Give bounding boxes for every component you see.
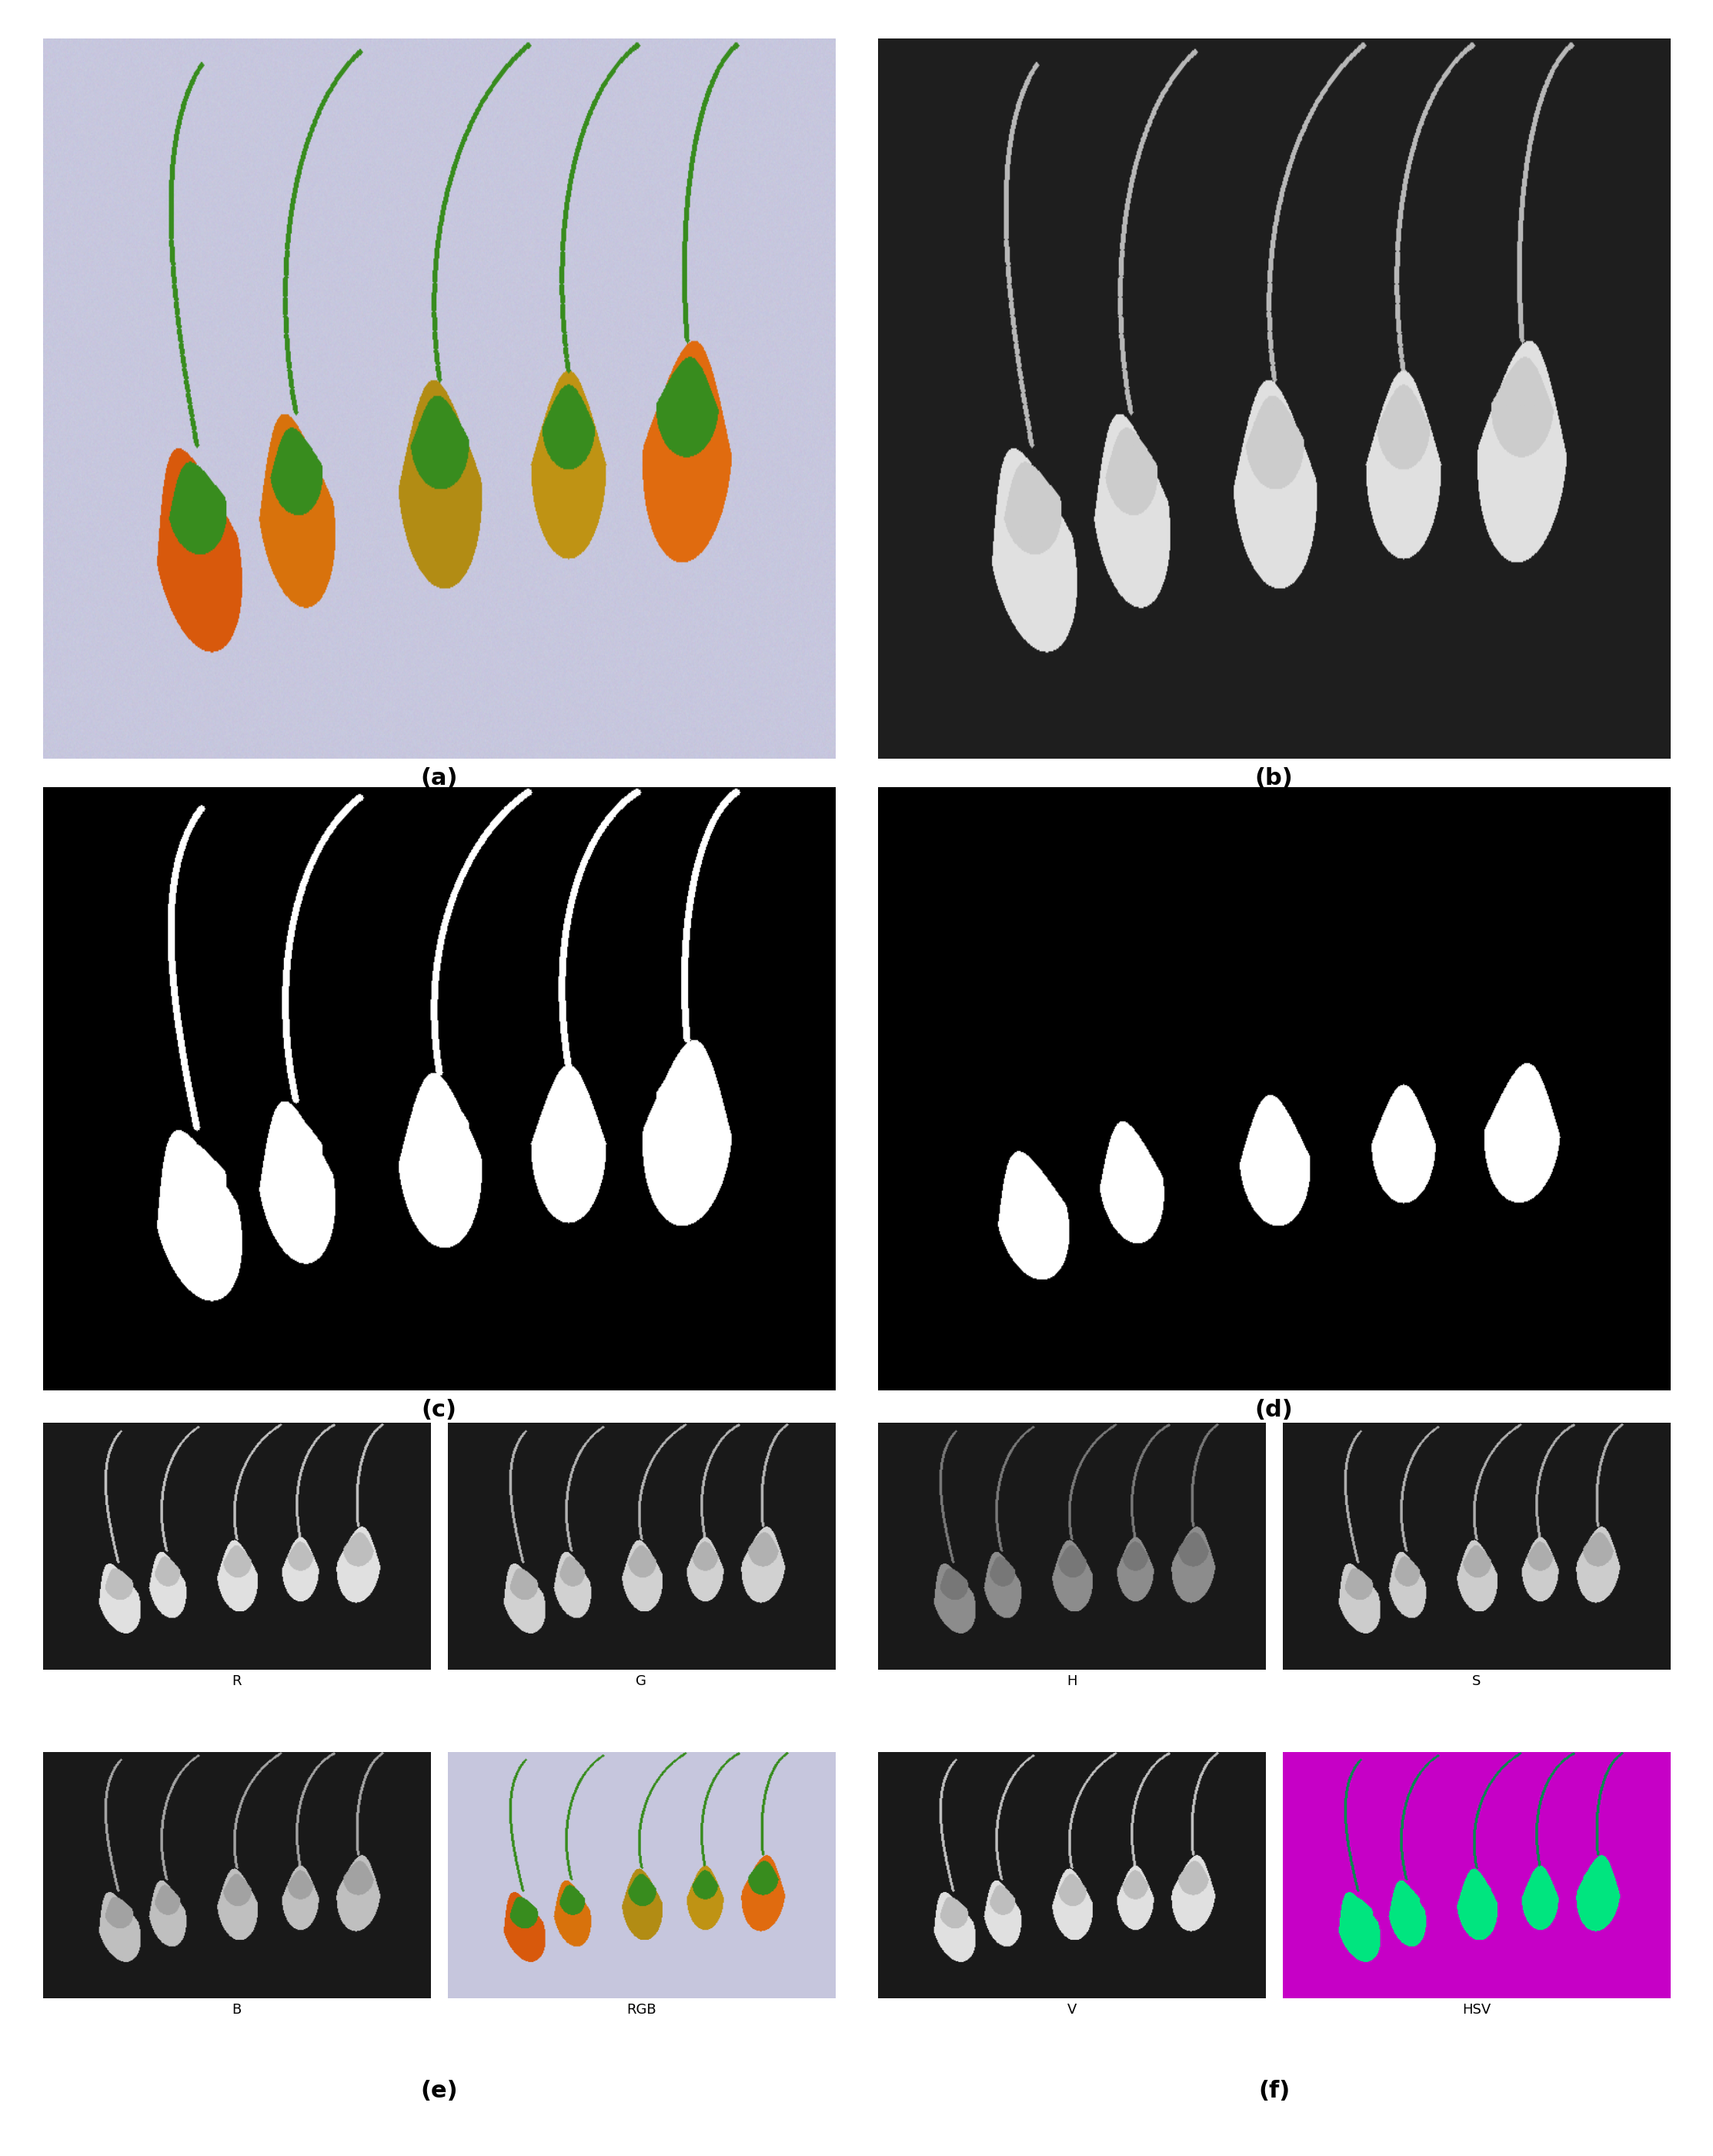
X-axis label: S: S (1471, 1673, 1480, 1688)
X-axis label: R: R (231, 1673, 242, 1688)
X-axis label: H: H (1067, 1673, 1077, 1688)
X-axis label: B: B (231, 2003, 242, 2016)
X-axis label: V: V (1067, 2003, 1076, 2016)
X-axis label: HSV: HSV (1463, 2003, 1490, 2016)
Text: (e): (e) (420, 2081, 457, 2102)
Text: (f): (f) (1257, 2081, 1290, 2102)
Text: (a): (a) (420, 768, 457, 789)
X-axis label: RGB: RGB (627, 2003, 656, 2016)
Text: (c): (c) (421, 1399, 457, 1421)
Text: (d): (d) (1256, 1399, 1293, 1421)
Text: (b): (b) (1256, 768, 1293, 789)
X-axis label: G: G (636, 1673, 646, 1688)
